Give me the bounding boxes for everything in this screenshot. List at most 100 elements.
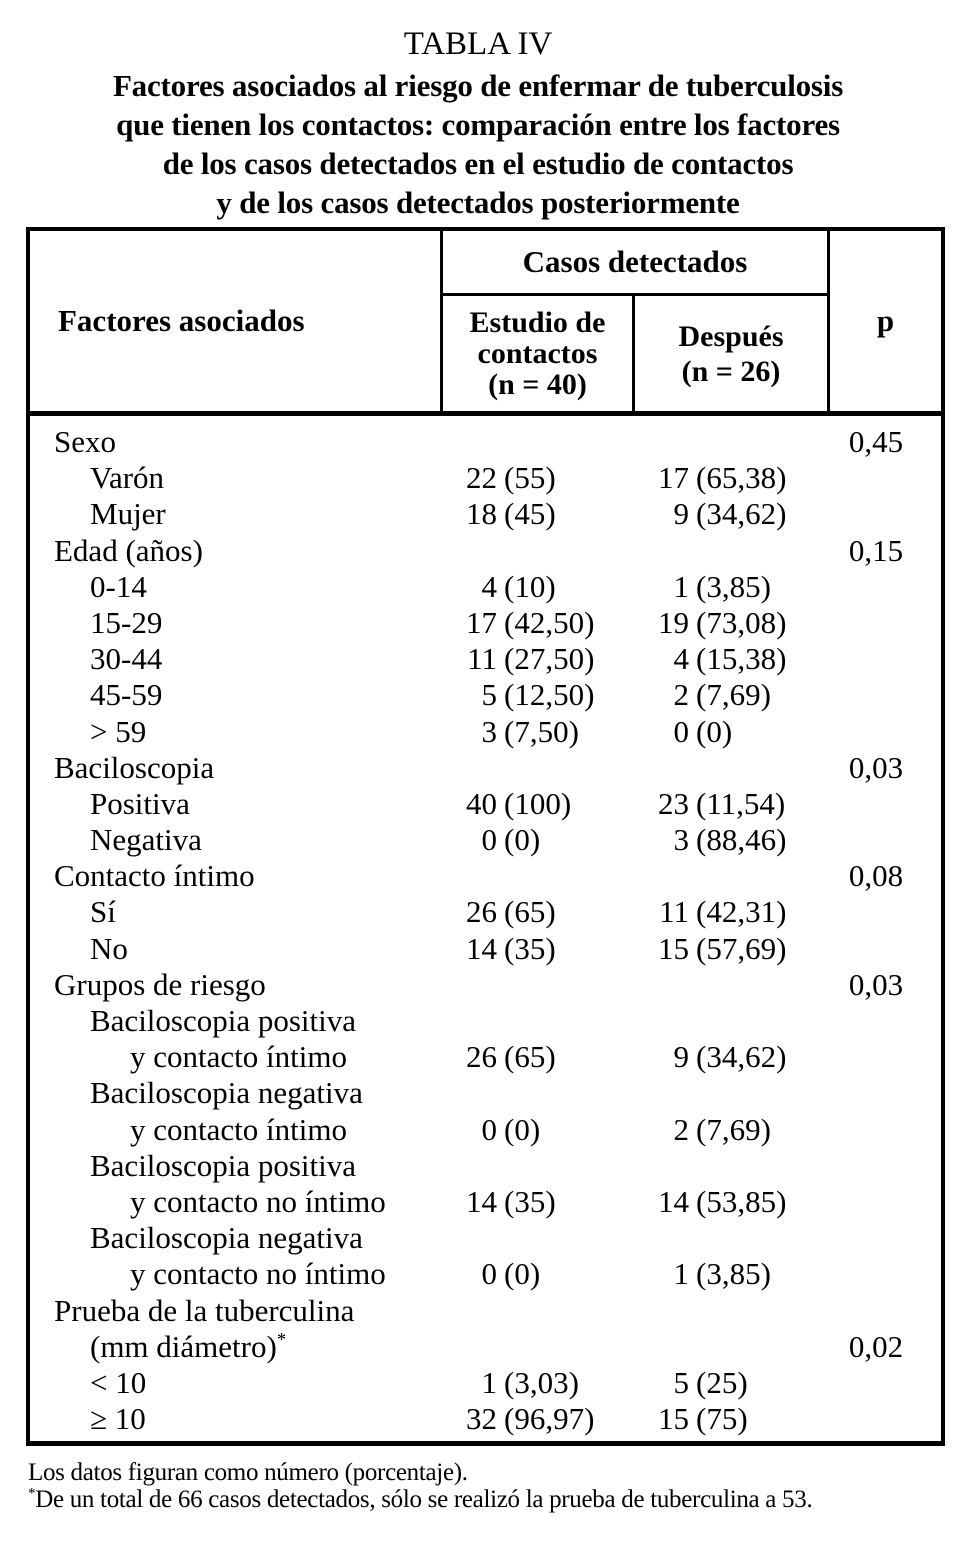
cases-detected-group: Casos detectados Estudio de contactos (n… xyxy=(443,231,830,411)
p-value xyxy=(795,1003,941,1039)
after-value: 2 (7,69) xyxy=(603,1112,795,1148)
study-value xyxy=(411,1329,603,1365)
study-value: 14 (35) xyxy=(411,931,603,967)
study-percent: (10) xyxy=(504,568,556,604)
study-value: 22 (55) xyxy=(411,460,603,496)
after-count xyxy=(603,1329,689,1365)
row-label-sup: * xyxy=(276,1329,287,1351)
after-value xyxy=(603,858,795,894)
study-count: 4 xyxy=(481,568,498,604)
after-value xyxy=(603,1075,795,1111)
study-count: 32 xyxy=(466,1401,497,1437)
p-value xyxy=(795,931,941,967)
study-value xyxy=(411,1148,603,1184)
after-percent: (73,08) xyxy=(696,604,787,640)
p-value xyxy=(795,1401,941,1437)
p-value xyxy=(795,641,941,677)
table-row: Mujer 18 (45) 9 (34,62) xyxy=(30,496,941,532)
row-label: > 59 xyxy=(30,714,411,750)
study-value: 5 (12,50) xyxy=(411,677,603,713)
row-label: Positiva xyxy=(30,786,411,822)
after-value: 0 (0) xyxy=(603,714,795,750)
study-count: 26 xyxy=(466,1039,497,1075)
footnote-asterisk: *De un total de 66 casos detectados, sól… xyxy=(28,1486,956,1513)
footnote-data-format: Los datos figuran como número (porcentaj… xyxy=(28,1459,468,1487)
after-value: 9 (34,62) xyxy=(603,496,795,532)
row-label: Mujer xyxy=(30,496,411,532)
after-count: 2 xyxy=(673,1111,690,1147)
after-count: 9 xyxy=(673,1039,690,1075)
table-row: Prueba de la tuberculina xyxy=(30,1293,941,1329)
study-percent: (12,50) xyxy=(504,677,595,713)
table-title-line: y de los casos detectados posteriormente xyxy=(216,185,740,220)
row-label-text: Positiva xyxy=(90,785,190,821)
row-label: Prueba de la tuberculina xyxy=(30,1293,411,1329)
after-value: 9 (34,62) xyxy=(603,1039,795,1075)
after-value xyxy=(603,1148,795,1184)
p-value xyxy=(795,1293,941,1329)
row-label-text: Edad (años) xyxy=(54,532,203,568)
study-count xyxy=(411,1148,497,1184)
study-percent: (0) xyxy=(504,1111,541,1147)
footnotes: Los datos figuran como número (porcentaj… xyxy=(28,1459,956,1513)
after-value xyxy=(603,1329,795,1365)
row-label-text: Negativa xyxy=(90,822,202,858)
after-percent: (53,85) xyxy=(696,1183,787,1219)
row-label: 15-29 xyxy=(30,605,411,641)
subcolumn-headers: Estudio de contactos (n = 40) Después (n… xyxy=(443,296,827,411)
study-count: 40 xyxy=(466,785,497,821)
study-percent: (55) xyxy=(504,460,556,496)
table-row: Baciloscopia positiva xyxy=(30,1003,941,1039)
p-value xyxy=(795,1112,941,1148)
after-value xyxy=(603,1293,795,1329)
p-value xyxy=(795,1365,941,1401)
after-count: 2 xyxy=(673,677,690,713)
row-label: < 10 xyxy=(30,1365,411,1401)
study-percent: (45) xyxy=(504,496,556,532)
p-value: 0,02 xyxy=(848,1328,904,1364)
table-row: 30-44 11 (27,50) 4 (15,38) xyxy=(30,641,941,677)
row-label: No xyxy=(30,931,411,967)
after-count: 9 xyxy=(673,496,690,532)
table-title: Factores asociados al riesgo de enfermar… xyxy=(0,66,956,222)
study-percent: (0) xyxy=(504,822,541,858)
study-count: 17 xyxy=(466,604,497,640)
study-value: 40 (100) xyxy=(411,786,603,822)
table-row: Varón 22 (55) 17 (65,38) xyxy=(30,460,941,496)
table-row: Baciloscopia positiva xyxy=(30,1148,941,1184)
table-row: Edad (años) 0,15 xyxy=(30,533,941,569)
table-figure-page: TABLA IV Factores asociados al riesgo de… xyxy=(0,24,956,1513)
row-label: 30-44 xyxy=(30,641,411,677)
after-count xyxy=(603,858,689,894)
table-row: 15-29 17 (42,50) 19 (73,08) xyxy=(30,605,941,641)
after-percent: (15,38) xyxy=(696,641,787,677)
study-value xyxy=(411,1075,603,1111)
p-value xyxy=(795,1039,941,1075)
p-value xyxy=(795,1220,941,1256)
study-percent: (7,50) xyxy=(504,713,579,749)
table-header: Factores asociados Casos detectados Estu… xyxy=(30,231,941,416)
after-percent: (7,69) xyxy=(696,677,771,713)
after-column-line: (n = 26) xyxy=(681,354,781,388)
row-label: 45-59 xyxy=(30,677,411,713)
after-value: 5 (25) xyxy=(603,1365,795,1401)
study-count xyxy=(411,1293,497,1329)
study-percent: (35) xyxy=(504,930,556,966)
after-value: 14 (53,85) xyxy=(603,1184,795,1220)
study-count: 18 xyxy=(466,496,497,532)
p-value xyxy=(795,496,941,532)
study-percent: (27,50) xyxy=(504,641,595,677)
table-number: TABLA IV xyxy=(403,26,553,62)
table-row: (mm diámetro)* 0,02 xyxy=(30,1329,941,1365)
study-count: 0 xyxy=(481,1111,498,1147)
row-label: Baciloscopia positiva xyxy=(30,1003,411,1039)
table-row: No 14 (35) 15 (57,69) xyxy=(30,931,941,967)
row-label-text: Baciloscopia positiva xyxy=(90,1147,357,1183)
table-row: > 59 3 (7,50) 0 (0) xyxy=(30,714,941,750)
study-count: 1 xyxy=(481,1364,498,1400)
study-value: 11 (27,50) xyxy=(411,641,603,677)
study-value: 17 (42,50) xyxy=(411,605,603,641)
after-percent: (65,38) xyxy=(696,460,787,496)
row-label-text: Varón xyxy=(90,460,165,496)
after-value: 3 (88,46) xyxy=(603,822,795,858)
